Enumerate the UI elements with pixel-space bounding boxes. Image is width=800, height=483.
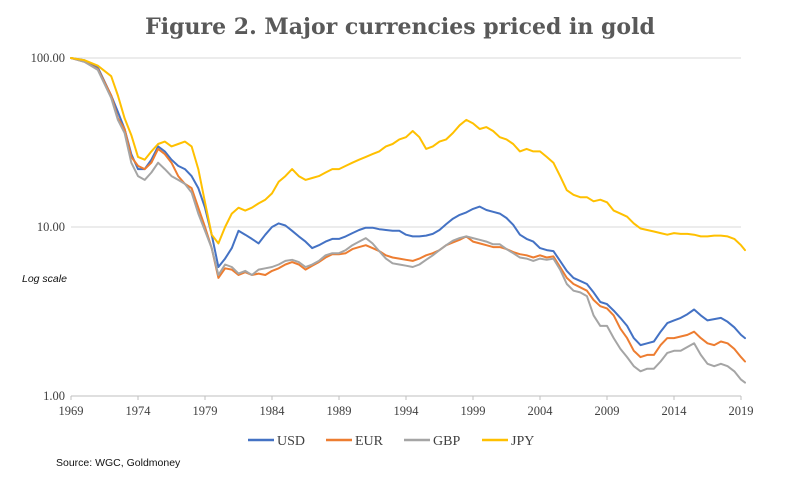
legend-item-eur: EUR [326,434,384,449]
legend-label: GBP [433,434,460,449]
series-line-gbp [70,57,746,384]
x-tick-label: 1979 [193,404,218,418]
legend-item-jpy: JPY [482,434,534,449]
x-tick-label: 2009 [595,404,620,418]
series-line-eur [70,57,746,363]
x-tick-label: 1989 [327,404,352,418]
legend: USD EUR GBP JPY [248,434,534,449]
y-tick-label: 100.00 [31,51,65,65]
y-tick-label: 10.00 [37,220,65,234]
x-tick-label: 2014 [662,404,688,418]
x-tick-label: 1969 [59,404,84,418]
x-tick-label: 2019 [729,404,754,418]
y-tick-label: 1.00 [43,389,65,403]
series-line-jpy [70,57,746,252]
x-tick-label: 1984 [260,404,286,418]
legend-label: JPY [511,434,534,449]
legend-label: USD [277,434,305,449]
log-scale-note: Log scale [22,273,67,285]
x-tick-label: 1974 [126,404,152,418]
legend-item-gbp: GBP [404,434,460,449]
y-axis-ticks: 100.00 10.00 1.00 [31,51,65,403]
legend-item-usd: USD [248,434,305,449]
series-lines [70,57,746,384]
x-axis-ticks: 1969 1974 1979 1984 1989 1994 1999 2004 2009 2014… [59,396,754,418]
series-line-usd [70,57,746,347]
source-note: Source: WGC, Goldmoney [56,457,181,469]
x-tick-label: 1994 [394,404,420,418]
x-tick-label: 1999 [461,404,486,418]
x-tick-label: 2004 [528,404,554,418]
chart-title: Figure 2. Major currencies priced in gol… [145,14,655,40]
legend-label: EUR [355,434,384,449]
